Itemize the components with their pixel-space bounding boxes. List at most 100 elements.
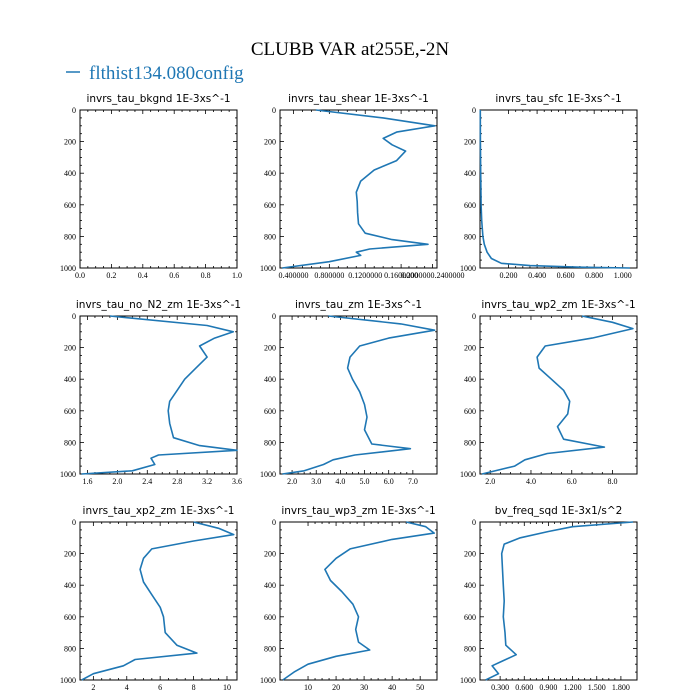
x-tick-label: 4.0: [526, 477, 536, 486]
plot-frame: [279, 521, 438, 681]
panel-1: invrs_tau_bkgnd 1E-3xs^-1 0 200 400 600 800 10…: [60, 93, 242, 280]
y-tick-label: 1000: [60, 264, 76, 273]
y-tick-label: 200: [464, 344, 476, 353]
y-tick-label: 200: [264, 550, 276, 559]
x-tick-label: 20: [332, 683, 340, 692]
x-tick-label: 8: [192, 683, 196, 692]
y-tick-label: 800: [64, 232, 76, 241]
x-tick-label: 0.1200000: [348, 271, 382, 280]
y-tick-label: 400: [264, 169, 276, 178]
x-tick-label: 0.200: [500, 271, 518, 280]
panel-title: invrs_tau_zm 1E-3xs^-1: [295, 299, 422, 311]
x-tick-label: 0.300: [491, 683, 509, 692]
x-tick-label: 10: [304, 683, 312, 692]
y-tick-label: 200: [64, 138, 76, 147]
y-tick-label: 200: [264, 344, 276, 353]
y-tick-label: 800: [264, 644, 276, 653]
y-tick-label: 1000: [460, 264, 476, 273]
x-tick-label: 1.200: [564, 683, 582, 692]
y-tick-label: 600: [64, 613, 76, 622]
x-tick-label: 1.6: [82, 477, 92, 486]
y-tick-label: 200: [464, 550, 476, 559]
x-tick-label: 3.0: [311, 477, 321, 486]
x-tick-label: 2.4: [142, 477, 152, 486]
panel-4: invrs_tau_no_N2_zm 1E-3xs^-10 200 400 600 80…: [60, 299, 242, 486]
y-tick-label: 800: [64, 438, 76, 447]
y-tick-label: 600: [64, 407, 76, 416]
y-tick-label: 800: [264, 232, 276, 241]
x-tick-label: 3.6: [232, 477, 242, 486]
y-tick-label: 400: [64, 169, 76, 178]
y-tick-label: 0: [472, 312, 476, 321]
panel-8: invrs_tau_wp3_zm 1E-3xs^-1 0 200 400 600 800 1…: [260, 505, 438, 692]
panel-title: invrs_tau_sfc 1E-3xs^-1: [495, 93, 621, 105]
x-tick-label: 2.0: [287, 477, 297, 486]
x-tick-label: 4: [125, 683, 129, 692]
x-tick-label: 2.0: [112, 477, 122, 486]
x-tick-label: 2.8: [172, 477, 182, 486]
y-tick-label: 0: [272, 518, 276, 527]
y-tick-label: 200: [464, 138, 476, 147]
x-tick-label: 2: [91, 683, 95, 692]
y-tick-label: 400: [64, 375, 76, 384]
x-tick-label: 10: [223, 683, 231, 692]
panel-7: invrs_tau_xp2_zm 1E-3xs^-1 0 200 400 600 800 1…: [60, 505, 238, 692]
y-tick-label: 800: [64, 644, 76, 653]
plot-frame: [279, 109, 438, 269]
x-tick-label: 30: [360, 683, 368, 692]
x-tick-label: 6.0: [567, 477, 577, 486]
x-tick-label: 0.6: [169, 271, 179, 280]
y-tick-label: 1000: [60, 676, 76, 685]
x-tick-label: 0.600: [557, 271, 575, 280]
x-tick-label: 0.2000000.2400000: [401, 271, 465, 280]
y-tick-label: 600: [464, 407, 476, 416]
y-tick-label: 800: [464, 644, 476, 653]
y-tick-label: 400: [264, 375, 276, 384]
x-tick-label: 0.400000: [278, 271, 308, 280]
panel-title: invrs_tau_no_N2_zm 1E-3xs^-1: [76, 299, 241, 311]
x-tick-label: 40: [388, 683, 396, 692]
y-tick-label: 400: [464, 581, 476, 590]
x-tick-label: 3.2: [202, 477, 212, 486]
panel-title: invrs_tau_wp3_zm 1E-3xs^-1: [281, 505, 435, 517]
series-line: [282, 315, 436, 475]
panels: invrs_tau_bkgnd 1E-3xs^-1020040060080010…: [60, 93, 638, 692]
panel-3: invrs_tau_sfc 1E-3xs^-1 0 200 400 600 800 1000…: [460, 93, 638, 280]
legend: flthist134.080config: [66, 63, 244, 84]
y-tick-label: 0: [72, 518, 76, 527]
y-tick-label: 1000: [260, 470, 276, 479]
y-tick-label: 400: [464, 375, 476, 384]
y-tick-label: 800: [464, 232, 476, 241]
x-tick-label: 6: [158, 683, 162, 692]
x-tick-label: 5.0: [360, 477, 370, 486]
x-tick-label: 0.800000: [314, 271, 344, 280]
x-tick-label: 0.400: [528, 271, 546, 280]
y-tick-label: 0: [472, 518, 476, 527]
x-tick-label: 1.0: [232, 271, 242, 280]
x-tick-label: 0.2: [106, 271, 116, 280]
legend-label: flthist134.080config: [89, 63, 244, 84]
y-tick-label: 600: [464, 613, 476, 622]
y-tick-label: 600: [264, 201, 276, 210]
x-tick-label: 0.800: [585, 271, 603, 280]
y-tick-label: 600: [264, 407, 276, 416]
x-tick-label: 0.1600000: [384, 271, 418, 280]
y-tick-label: 1000: [60, 470, 76, 479]
y-tick-label: 1000: [260, 264, 276, 273]
panel-5: invrs_tau_zm 1E-3xs^-1 0 200 400 600 800 1000 2…: [260, 299, 438, 486]
y-tick-label: 0: [72, 106, 76, 115]
plot-frame: [79, 315, 238, 475]
plot-frame: [479, 109, 638, 269]
y-tick-label: 800: [464, 438, 476, 447]
panel-title: bv_freq_sqd 1E-3x1/s^2: [495, 505, 623, 517]
series-line: [81, 315, 238, 475]
series-line: [479, 109, 630, 269]
plot-frame: [279, 315, 438, 475]
y-tick-label: 400: [464, 169, 476, 178]
x-tick-label: 1.000: [614, 271, 632, 280]
x-tick-label: 0.600: [515, 683, 533, 692]
panel-2: invrs_tau_shear 1E-3xs^-1 0 200 400 600 800 10…: [260, 93, 465, 280]
x-tick-label: 1.800: [612, 683, 630, 692]
x-tick-label: 8.0: [608, 477, 618, 486]
